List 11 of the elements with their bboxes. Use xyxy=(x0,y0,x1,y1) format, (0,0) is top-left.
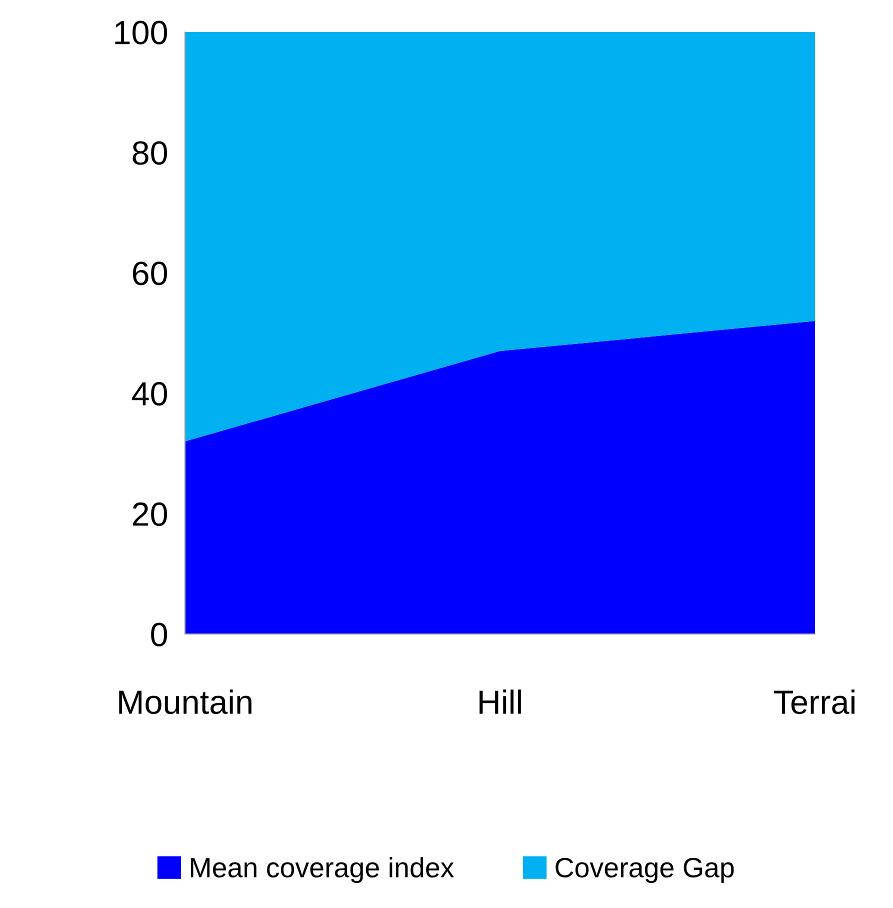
legend-label: Coverage Gap xyxy=(556,858,734,883)
legend-label: Mean coverage index xyxy=(190,857,454,883)
y-tick-label: 0 xyxy=(151,622,168,646)
y-tick-label: 60 xyxy=(132,262,168,286)
x-tick-label: Hill xyxy=(480,690,521,714)
y-tick-label: 20 xyxy=(132,502,168,526)
x-tick-label: Mountain xyxy=(119,690,252,714)
y-tick-label: 80 xyxy=(132,141,168,165)
y-tick-label: 100 xyxy=(115,20,168,44)
x-tick-label: Terrai xyxy=(774,690,854,714)
y-tick-label: 40 xyxy=(132,382,168,406)
